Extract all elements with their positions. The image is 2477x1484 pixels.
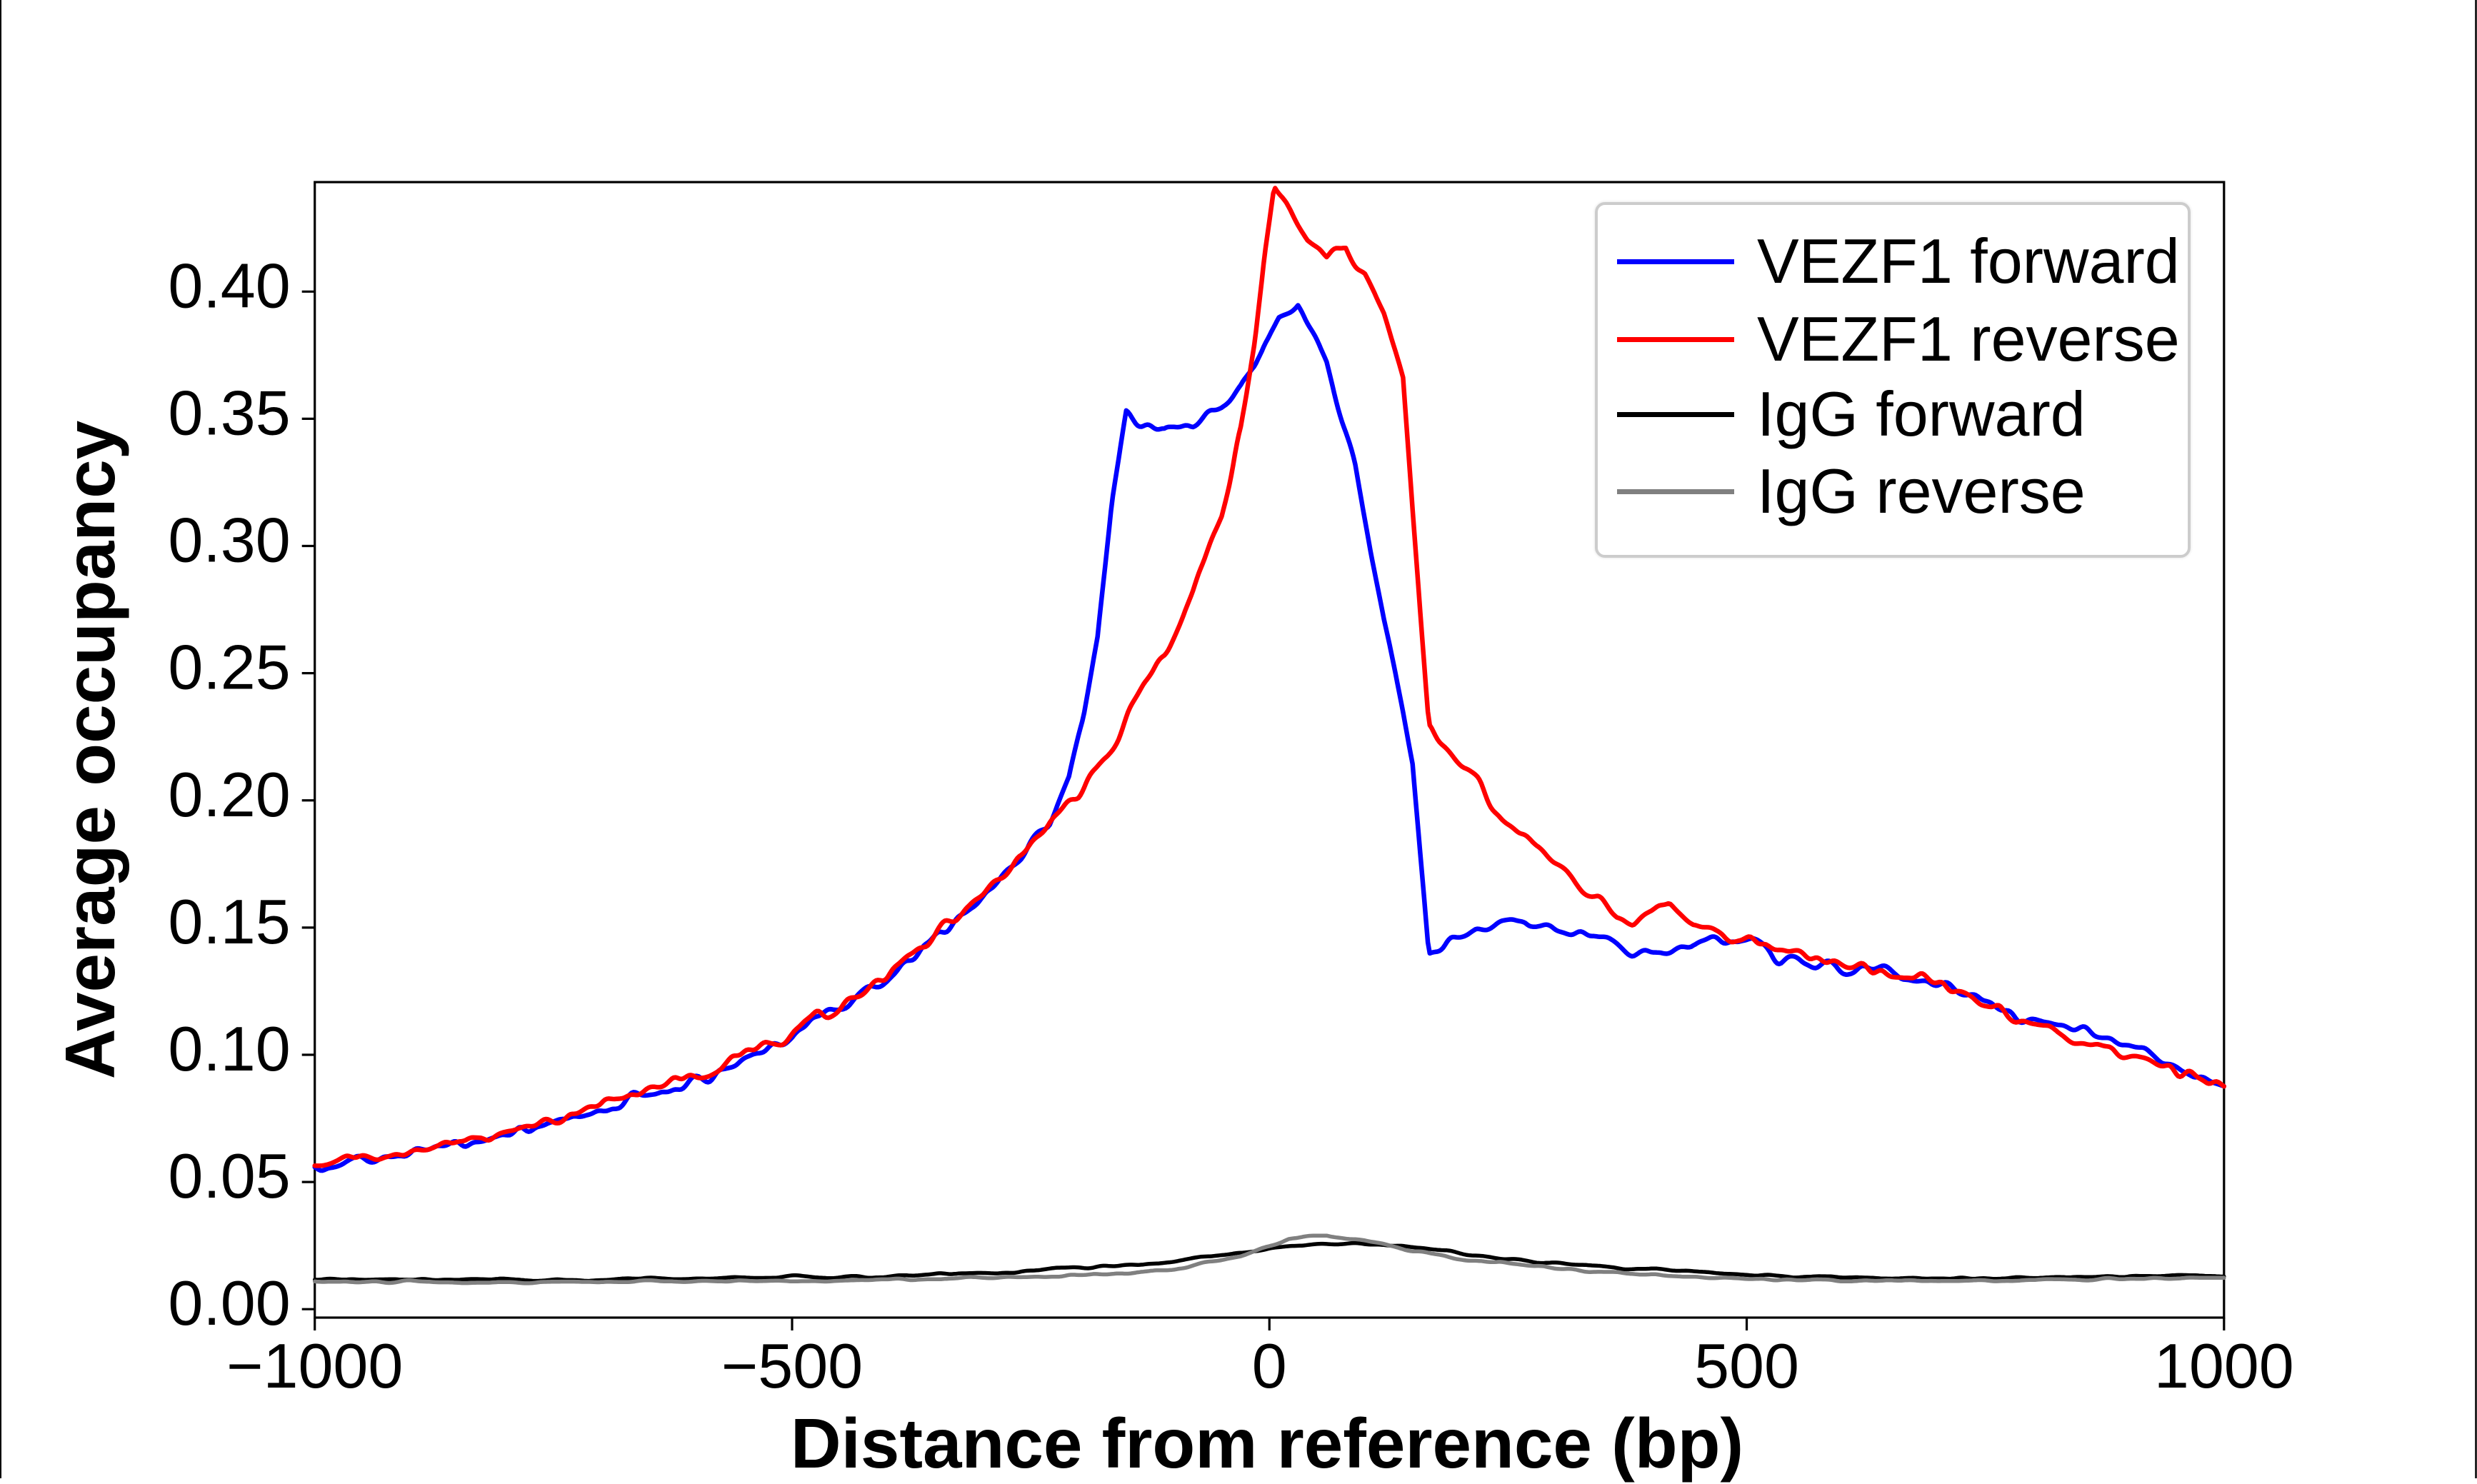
svg-text:1000: 1000: [2154, 1330, 2294, 1401]
svg-text:0.00: 0.00: [168, 1268, 290, 1338]
svg-text:0.20: 0.20: [168, 759, 290, 830]
svg-text:−1000: −1000: [226, 1330, 403, 1401]
svg-text:−500: −500: [721, 1330, 863, 1401]
svg-text:0.05: 0.05: [168, 1140, 290, 1211]
svg-text:0.30: 0.30: [168, 505, 290, 576]
svg-text:0.15: 0.15: [168, 886, 290, 957]
svg-text:0.25: 0.25: [168, 632, 290, 703]
svg-text:0.10: 0.10: [168, 1013, 290, 1084]
svg-text:500: 500: [1694, 1330, 1799, 1401]
svg-text:0.40: 0.40: [168, 250, 290, 321]
svg-text:0.35: 0.35: [168, 377, 290, 448]
svg-text:0: 0: [1252, 1330, 1287, 1401]
